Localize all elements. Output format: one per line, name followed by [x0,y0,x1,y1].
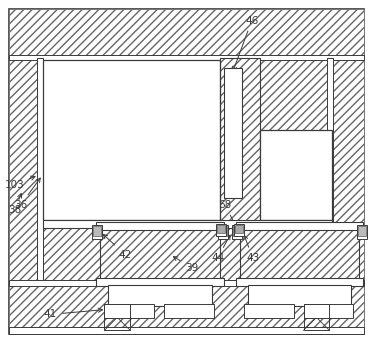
Bar [43,220,332,228]
Bar [100,228,220,280]
Text: 45: 45 [293,150,326,164]
Text: 39: 39 [173,257,198,273]
Bar [216,224,226,236]
Bar [9,56,364,60]
Text: 43: 43 [244,235,259,263]
Text: 44: 44 [211,235,230,263]
Text: 40: 40 [179,289,211,299]
Bar [244,305,294,318]
Bar [9,280,364,285]
Bar [43,228,332,280]
Bar [224,68,242,198]
Bar [236,222,363,230]
Bar [234,224,244,236]
Bar [104,305,130,330]
Text: 46: 46 [233,16,258,71]
Bar [43,60,220,220]
Text: 38: 38 [8,193,22,215]
Bar [235,225,243,233]
Bar [43,58,332,223]
Bar [240,228,359,280]
Bar [304,305,353,318]
Bar [93,225,102,239]
Text: 37: 37 [132,120,152,152]
Bar [232,225,242,239]
Text: 68: 68 [218,200,236,226]
Bar [9,285,364,334]
Bar [220,58,260,228]
Text: 103: 103 [5,176,35,190]
Bar [358,226,366,236]
Bar [220,58,260,228]
Bar [96,277,224,285]
Bar [217,225,225,233]
Bar [104,305,154,318]
Bar [236,277,363,285]
Bar [9,9,364,58]
Text: 41: 41 [44,308,103,319]
Text: 36: 36 [14,178,40,210]
Bar [218,225,228,239]
Bar [108,285,212,306]
Bar [100,228,220,280]
Bar [233,226,241,236]
Bar [260,130,332,220]
Text: 42: 42 [103,234,132,260]
Bar [219,226,227,236]
Bar [93,226,101,236]
Bar [164,305,214,318]
Bar [9,327,364,334]
Bar [357,225,367,239]
Bar [304,305,329,330]
Bar [240,228,359,280]
Bar [248,285,351,306]
Bar [9,58,38,280]
Bar [96,222,224,230]
Bar [37,58,43,280]
Bar [327,58,364,280]
Bar [327,58,333,280]
